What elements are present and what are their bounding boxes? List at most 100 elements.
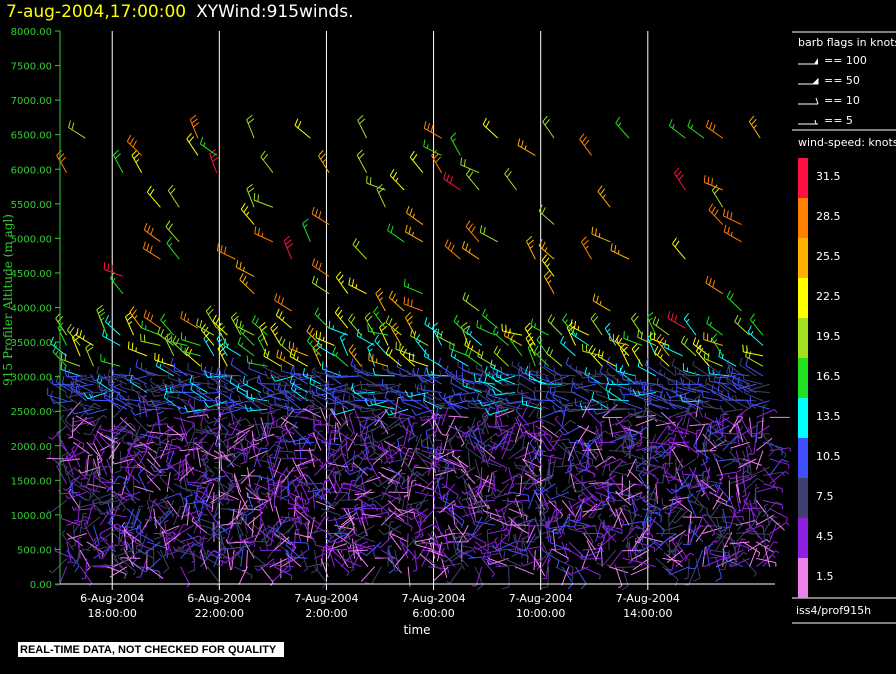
wind-barb [606, 403, 630, 411]
wind-barb [153, 508, 175, 525]
wind-barb [387, 469, 403, 485]
wind-barb [272, 466, 289, 485]
wind-barb [468, 556, 492, 564]
wind-barb [384, 408, 409, 416]
wind-barb [334, 558, 350, 577]
wind-barb [687, 405, 704, 427]
wind-barb [665, 391, 690, 399]
wind-barb [213, 401, 235, 410]
wind-barb [246, 355, 268, 367]
wind-barb [433, 540, 456, 546]
wind-barb [443, 171, 461, 191]
wind-barb [492, 533, 503, 556]
wind-barb [223, 338, 242, 357]
wind-barb [260, 150, 274, 174]
wind-barb [526, 235, 536, 260]
wind-barb [715, 483, 730, 506]
wind-barb [137, 402, 161, 411]
wind-barb [318, 150, 330, 173]
wind-barb [433, 400, 456, 406]
wind-barb [80, 374, 101, 385]
wind-barb [410, 328, 429, 346]
wind-barb [462, 292, 480, 312]
wind-barb [495, 500, 510, 520]
wind-barb [214, 483, 235, 500]
colorbar-label: 28.5 [816, 210, 841, 223]
wind-barb [630, 312, 643, 336]
wind-barb [474, 514, 496, 526]
wind-barb [177, 377, 201, 386]
wind-barb [381, 491, 401, 504]
wind-barb [462, 362, 482, 377]
wind-barb [139, 385, 161, 394]
wind-barb [407, 566, 411, 587]
wind-barb [415, 334, 429, 357]
wind-barb [544, 508, 563, 524]
wind-barb [646, 533, 663, 551]
wind-barb [434, 516, 443, 539]
wind-barb [227, 442, 248, 452]
wind-barb [764, 544, 771, 567]
wind-barb [688, 520, 704, 543]
wind-barb [266, 452, 288, 460]
wind-barb [660, 392, 683, 402]
wind-barb [762, 550, 780, 568]
wind-barb [705, 378, 724, 393]
wind-barb [580, 399, 603, 404]
y-tick-label: 3000.00 [11, 373, 52, 384]
wind-barb [615, 566, 623, 589]
colorbar-label: 19.5 [816, 330, 841, 343]
wind-barb [742, 344, 764, 357]
wind-barb [431, 149, 443, 173]
wind-barb [371, 463, 382, 485]
wind-barb [688, 513, 692, 534]
wind-barb [104, 433, 128, 447]
wind-barb [639, 492, 657, 510]
wind-barb [484, 442, 496, 462]
wind-barb [315, 500, 335, 510]
wind-barb [68, 120, 86, 139]
wind-barb [522, 459, 536, 476]
wind-barb [761, 525, 766, 548]
wind-barb [720, 550, 730, 571]
wind-barb [360, 425, 382, 435]
wind-barb [687, 119, 705, 139]
colorbar-swatch [798, 158, 808, 198]
wind-barb [613, 433, 636, 439]
wind-barb [239, 375, 262, 384]
wind-barb [96, 383, 121, 392]
wind-barb [681, 470, 703, 476]
wind-barb [75, 415, 94, 427]
wind-barb [711, 184, 724, 208]
wind-barb [348, 344, 362, 367]
wind-barb [184, 454, 195, 476]
wind-barb [126, 433, 148, 446]
chart-title: XYWind:915winds. [196, 2, 354, 22]
wind-barb [423, 349, 442, 367]
wind-barb [434, 458, 455, 469]
wind-barb [146, 475, 161, 491]
wind-barb [587, 407, 603, 427]
wind-barb [352, 538, 356, 559]
wind-barb [545, 491, 569, 500]
wind-barb [260, 425, 270, 448]
colorbar-swatch [798, 278, 808, 318]
wind-barb [542, 558, 550, 580]
colorbar-label: 16.5 [816, 370, 841, 383]
wind-barb [157, 500, 175, 519]
wind-barb [335, 271, 349, 294]
wind-barb [653, 533, 677, 546]
wind-barb [503, 328, 523, 346]
legend-panel: barb flags in knots == 100 == 50 == 10 =… [792, 28, 896, 628]
wind-barb [709, 439, 727, 452]
wind-barb [488, 458, 507, 472]
wind-barb [534, 386, 556, 394]
wind-barb [575, 480, 598, 485]
wind-barb [729, 495, 737, 518]
wind-barb [273, 439, 288, 460]
wind-barb [386, 365, 409, 377]
wind-barb [407, 422, 418, 443]
wind-barb [146, 500, 153, 523]
wind-barb [517, 366, 536, 385]
wind-barb [676, 388, 697, 402]
